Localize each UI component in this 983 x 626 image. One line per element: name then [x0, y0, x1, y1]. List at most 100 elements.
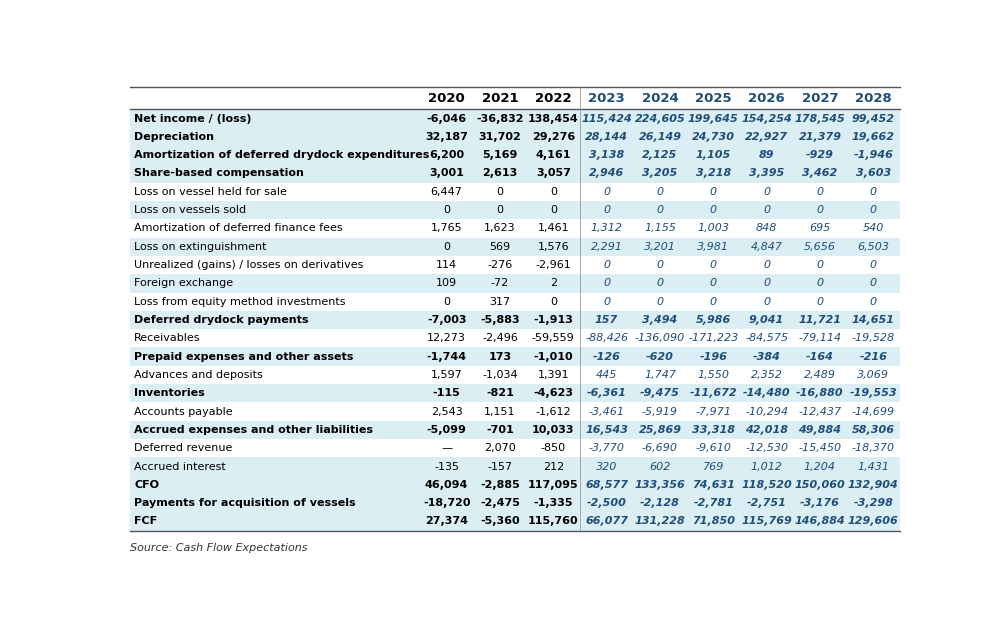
Text: 19,662: 19,662 [852, 132, 895, 142]
Text: 3,218: 3,218 [696, 168, 731, 178]
Text: 540: 540 [863, 223, 884, 233]
Text: -6,046: -6,046 [427, 113, 467, 123]
Text: Advances and deposits: Advances and deposits [135, 370, 263, 380]
Text: -171,223: -171,223 [688, 333, 738, 343]
Text: -157: -157 [488, 461, 512, 471]
Text: CFO: CFO [135, 480, 159, 490]
Text: 0: 0 [763, 297, 770, 307]
Bar [131, 311, 900, 329]
Text: -7,003: -7,003 [427, 315, 466, 325]
Text: Inventories: Inventories [135, 388, 205, 398]
Text: -18,370: -18,370 [851, 443, 895, 453]
Bar [131, 164, 900, 183]
Text: 1,003: 1,003 [697, 223, 729, 233]
Text: -16,880: -16,880 [796, 388, 843, 398]
Bar [131, 366, 900, 384]
Text: 224,605: 224,605 [635, 113, 685, 123]
Text: -1,034: -1,034 [483, 370, 518, 380]
Text: 317: 317 [490, 297, 510, 307]
Text: 0: 0 [549, 205, 556, 215]
Text: 33,318: 33,318 [692, 425, 734, 435]
Text: 0: 0 [657, 297, 664, 307]
Text: 1,747: 1,747 [644, 370, 676, 380]
Text: -620: -620 [646, 352, 674, 362]
Text: 115,760: 115,760 [528, 516, 579, 526]
Text: 24,730: 24,730 [692, 132, 734, 142]
Text: 0: 0 [870, 205, 877, 215]
Text: 0: 0 [604, 279, 610, 289]
Text: 129,606: 129,606 [848, 516, 898, 526]
Text: 0: 0 [657, 279, 664, 289]
Text: Source: Cash Flow Expectations: Source: Cash Flow Expectations [131, 543, 308, 553]
Text: 3,981: 3,981 [697, 242, 729, 252]
Text: -79,114: -79,114 [798, 333, 841, 343]
Text: 14,651: 14,651 [852, 315, 895, 325]
Text: 49,884: 49,884 [798, 425, 841, 435]
Text: 0: 0 [604, 297, 610, 307]
Text: -1,010: -1,010 [534, 352, 573, 362]
Bar [131, 292, 900, 311]
Text: 133,356: 133,356 [635, 480, 685, 490]
Text: 146,884: 146,884 [794, 516, 845, 526]
Text: 0: 0 [763, 279, 770, 289]
Text: -1,744: -1,744 [427, 352, 467, 362]
Text: 769: 769 [703, 461, 723, 471]
Bar [131, 146, 900, 164]
Text: 2,291: 2,291 [591, 242, 622, 252]
Text: 12,273: 12,273 [428, 333, 466, 343]
Text: -115: -115 [433, 388, 460, 398]
Text: Deferred revenue: Deferred revenue [135, 443, 233, 453]
Text: 0: 0 [870, 187, 877, 197]
Text: 199,645: 199,645 [688, 113, 738, 123]
Text: 28,144: 28,144 [585, 132, 628, 142]
Text: Accounts payable: Accounts payable [135, 406, 233, 416]
Text: 1,765: 1,765 [431, 223, 462, 233]
Text: 1,391: 1,391 [538, 370, 569, 380]
Text: Payments for acquisition of vessels: Payments for acquisition of vessels [135, 498, 356, 508]
Text: 150,060: 150,060 [794, 480, 845, 490]
Text: 16,543: 16,543 [585, 425, 628, 435]
Text: -84,575: -84,575 [745, 333, 788, 343]
Text: -2,781: -2,781 [693, 498, 733, 508]
Text: -6,361: -6,361 [587, 388, 626, 398]
Text: 1,576: 1,576 [538, 242, 569, 252]
Text: 1,105: 1,105 [696, 150, 731, 160]
Text: -1,946: -1,946 [853, 150, 894, 160]
Text: 1,431: 1,431 [857, 461, 890, 471]
Text: 3,138: 3,138 [589, 150, 624, 160]
Text: 154,254: 154,254 [741, 113, 792, 123]
Text: 1,312: 1,312 [591, 223, 622, 233]
Text: 0: 0 [443, 205, 450, 215]
Text: -164: -164 [806, 352, 834, 362]
Text: 1,151: 1,151 [485, 406, 516, 416]
Text: -3,461: -3,461 [589, 406, 624, 416]
Text: 74,631: 74,631 [692, 480, 734, 490]
Text: 0: 0 [817, 260, 824, 270]
Text: 99,452: 99,452 [852, 113, 895, 123]
Text: 2: 2 [549, 279, 556, 289]
Text: 0: 0 [710, 260, 717, 270]
Text: 115,424: 115,424 [581, 113, 632, 123]
Text: 2026: 2026 [748, 92, 785, 105]
Text: 3,069: 3,069 [857, 370, 890, 380]
Text: 0: 0 [870, 260, 877, 270]
Text: 46,094: 46,094 [425, 480, 468, 490]
Text: -821: -821 [486, 388, 514, 398]
Text: 0: 0 [604, 205, 610, 215]
Text: 117,095: 117,095 [528, 480, 579, 490]
Text: 2,352: 2,352 [751, 370, 782, 380]
Text: 68,577: 68,577 [585, 480, 628, 490]
Text: Loss from equity method investments: Loss from equity method investments [135, 297, 346, 307]
Text: -14,480: -14,480 [743, 388, 790, 398]
Text: 22,927: 22,927 [745, 132, 788, 142]
Text: 2,489: 2,489 [804, 370, 836, 380]
Text: 0: 0 [657, 205, 664, 215]
Text: -701: -701 [487, 425, 514, 435]
Text: 0: 0 [657, 187, 664, 197]
Bar [131, 183, 900, 201]
Text: 0: 0 [763, 205, 770, 215]
Text: 1,461: 1,461 [538, 223, 569, 233]
Text: —: — [441, 443, 452, 453]
Text: Loss on vessel held for sale: Loss on vessel held for sale [135, 187, 287, 197]
Text: 21,379: 21,379 [798, 132, 841, 142]
